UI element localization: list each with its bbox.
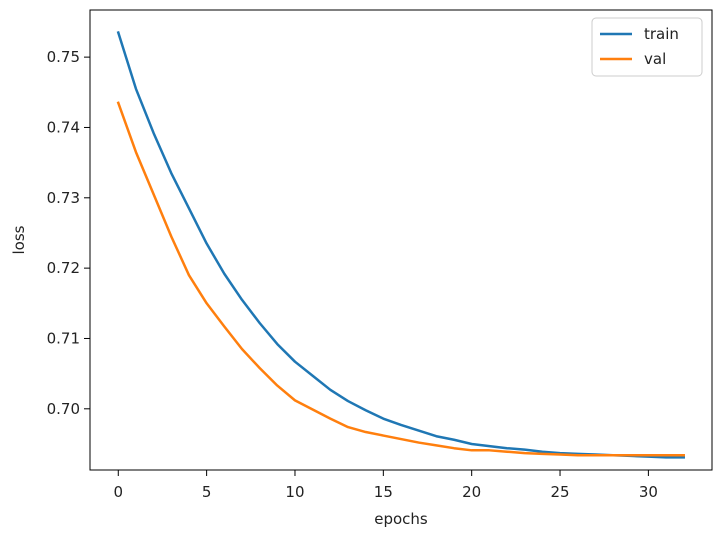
x-tick-label: 0 [113, 483, 123, 501]
x-tick-label: 20 [462, 483, 481, 501]
plot-border [89, 9, 713, 471]
legend-box [591, 17, 703, 77]
y-tick-label: 0.74 [47, 118, 80, 136]
series-line-val [116, 101, 685, 457]
x-tick-label: 5 [202, 483, 212, 501]
legend: train val [591, 17, 703, 77]
x-tick-label: 30 [639, 483, 658, 501]
x-axis-label: epochs [374, 510, 428, 528]
y-tick-label: 0.72 [47, 259, 80, 277]
y-axis-ticks: 0.70 0.71 0.72 0.73 0.74 0.75 [47, 48, 90, 418]
y-tick-label: 0.71 [47, 329, 80, 347]
x-tick-label: 10 [285, 483, 304, 501]
y-axis-label: loss [10, 225, 28, 254]
plot-area [89, 9, 713, 471]
y-tick-label: 0.70 [47, 400, 80, 418]
series-layer [116, 30, 685, 459]
y-tick-label: 0.75 [47, 48, 80, 66]
y-tick-label: 0.73 [47, 189, 80, 207]
legend-label-val: val [644, 50, 666, 68]
legend-label-train: train [644, 25, 679, 43]
x-tick-label: 15 [374, 483, 393, 501]
x-tick-label: 25 [550, 483, 569, 501]
x-axis-ticks: 0 5 10 15 20 25 30 [113, 470, 658, 501]
